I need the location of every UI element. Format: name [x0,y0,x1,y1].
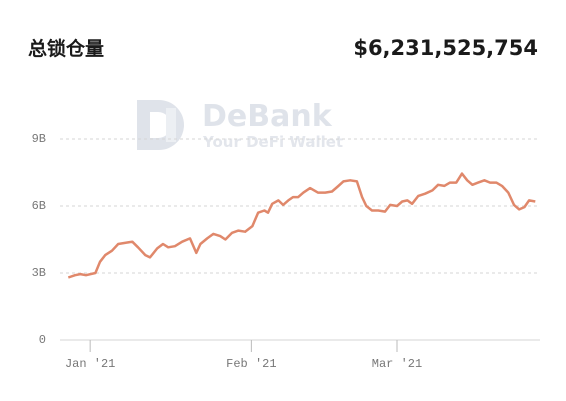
y-tick-label: 3B [32,266,46,280]
watermark-title: DeBank [202,99,333,134]
x-tick-label: Mar '21 [372,357,422,371]
x-tick-label: Jan '21 [65,357,115,371]
tvl-line [67,172,536,279]
y-tick-label: 6B [32,199,46,213]
watermark-logo-bar [166,108,176,142]
y-tick-label: 9B [32,132,46,146]
total-value: $6,231,525,754 [353,36,538,60]
chart-title: 总锁仓量 [28,37,104,60]
x-tick-label: Feb '21 [226,357,276,371]
y-tick-label: 0 [39,333,46,347]
watermark-logo [137,100,184,150]
watermark: DeBank Your DeFi Wallet [137,99,343,151]
watermark-subtitle: Your DeFi Wallet [202,133,343,151]
